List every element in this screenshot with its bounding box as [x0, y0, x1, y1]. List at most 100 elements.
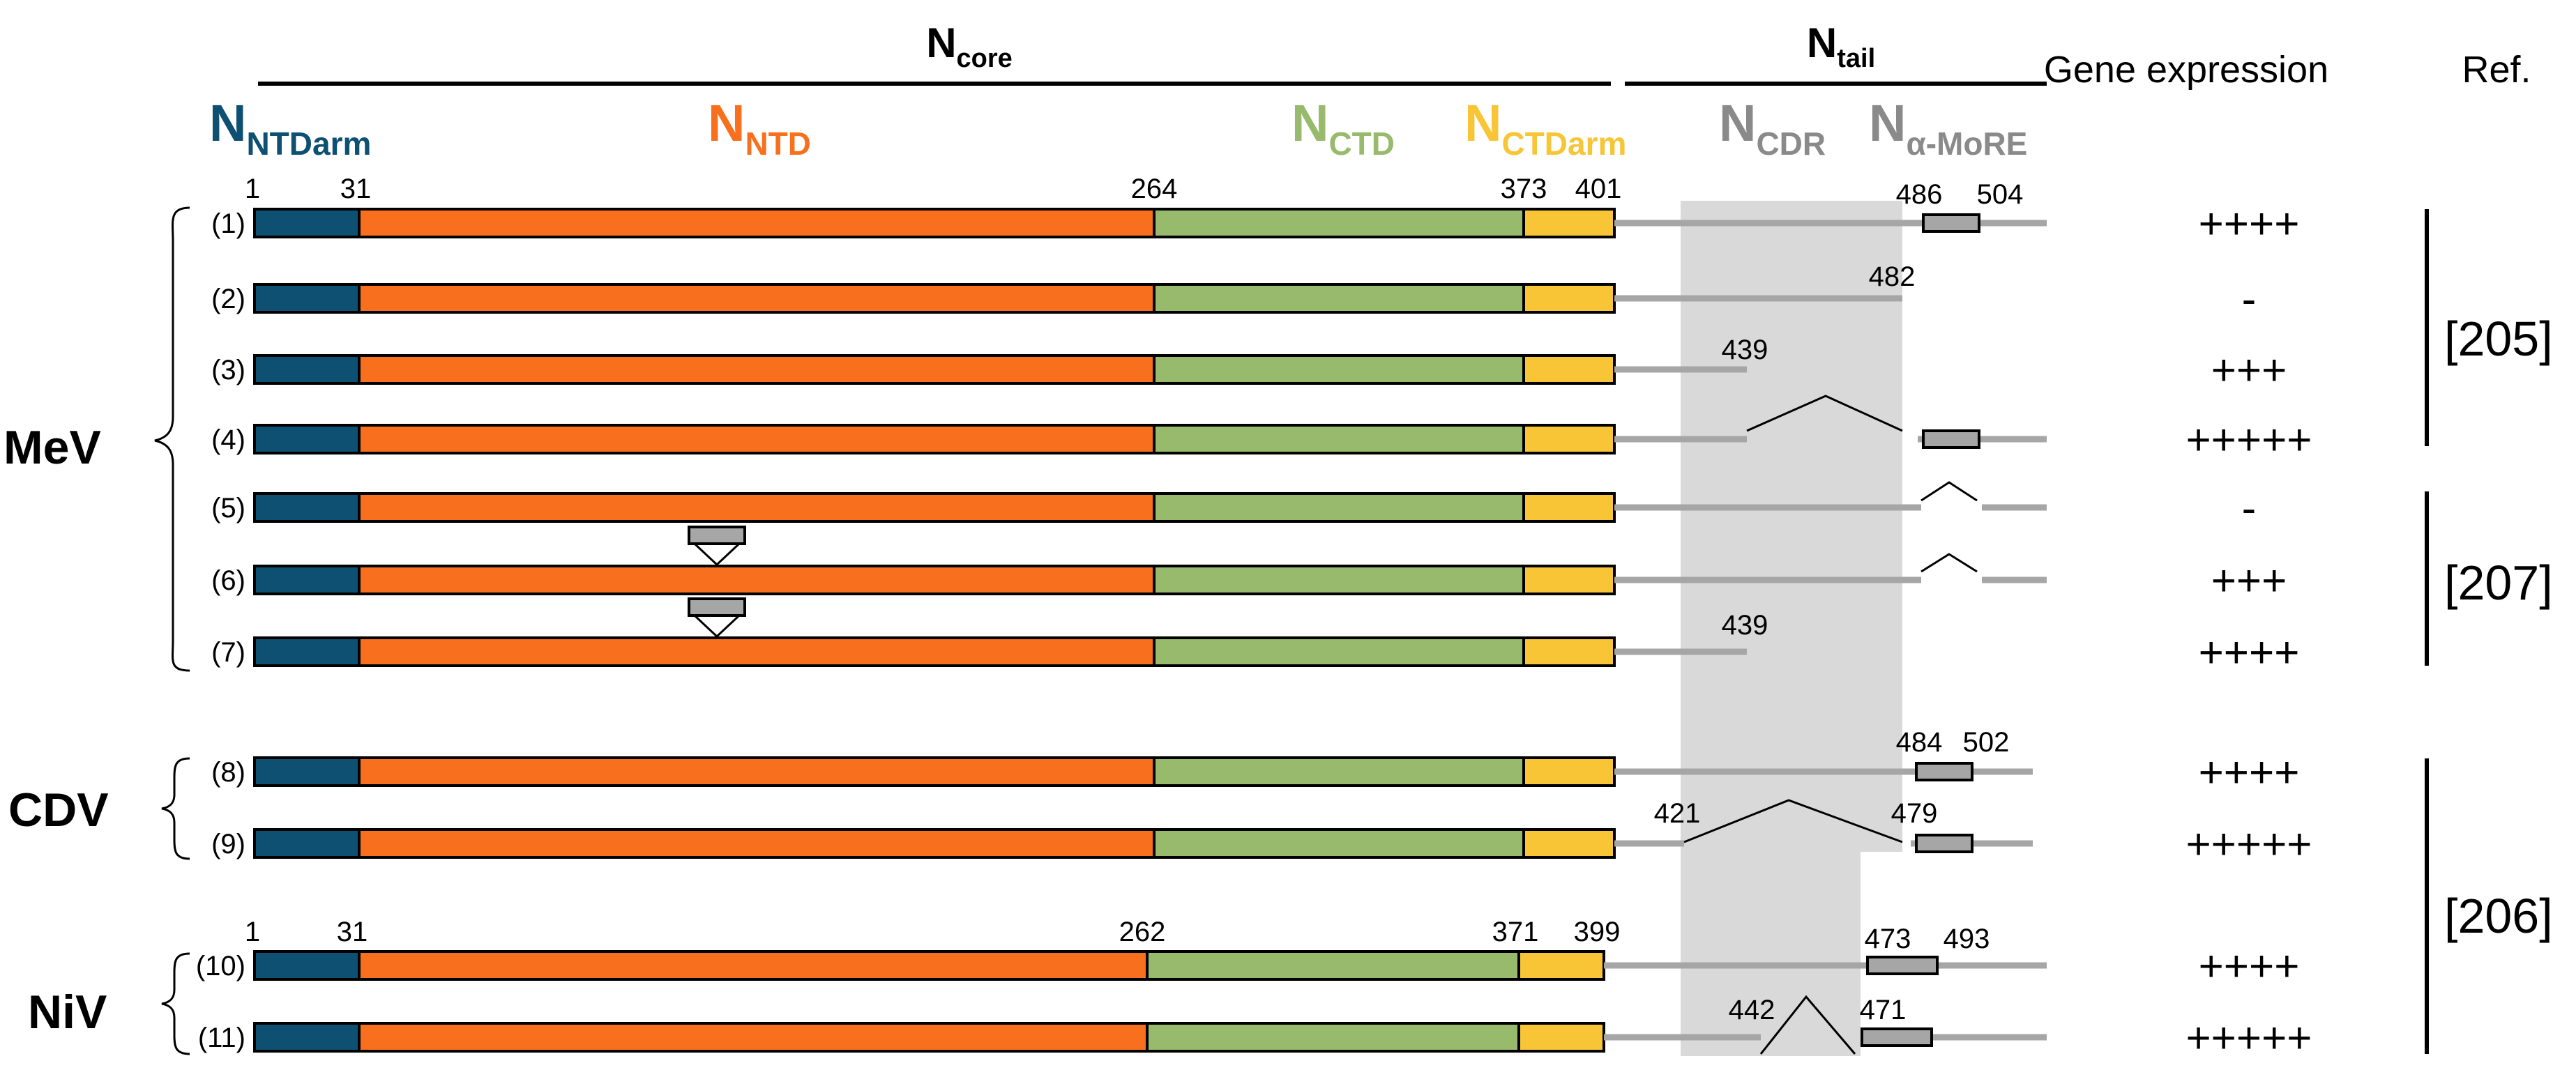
- ctdarm-segment: [1522, 354, 1616, 385]
- expression-level: +++++: [2185, 820, 2312, 869]
- ntdarm-segment: [253, 828, 361, 859]
- ctdarm-segment: [1522, 208, 1616, 238]
- ntd-segment: [358, 492, 1156, 523]
- position-label: 486: [1896, 179, 1943, 210]
- construct-label: (5): [211, 493, 245, 523]
- niv-brace: [161, 952, 190, 1055]
- ntdarm-segment: [253, 950, 361, 981]
- ntd-segment: [358, 756, 1156, 787]
- ntdarm-segment: [253, 756, 361, 787]
- expression-level: +++++: [2185, 1014, 2312, 1062]
- position-label: 399: [1574, 917, 1621, 947]
- ntd-segment: [358, 950, 1149, 981]
- mev-position-numbers: 1 31 264 373 401: [245, 174, 1622, 204]
- expression-level: ++++: [2199, 749, 2300, 797]
- ctdarm-segment: [1522, 424, 1616, 454]
- ntdarm-segment: [253, 565, 361, 595]
- alpha-more-box: [1866, 956, 1939, 975]
- virus-label-cdv: CDV: [8, 784, 109, 836]
- construct-label: (2): [211, 284, 245, 314]
- ntdarm-segment: [253, 208, 361, 238]
- ref-label-207: [207]: [2444, 556, 2553, 610]
- construct-label: (9): [211, 829, 245, 859]
- position-label: 31: [340, 174, 372, 204]
- ntd-segment: [358, 636, 1156, 667]
- position-label: 482: [1869, 261, 1916, 292]
- expression-level: ++++: [2199, 942, 2300, 991]
- ntdarm-segment: [253, 424, 361, 454]
- construct-label: (11): [198, 1023, 245, 1053]
- ctd-segment: [1153, 828, 1525, 859]
- ncore-title: Ncore: [926, 20, 1013, 73]
- ntd-segment: [358, 565, 1156, 595]
- mev-brace: [154, 206, 190, 672]
- ref-header: Ref.: [2462, 49, 2531, 91]
- domain-label-ntd: NNTD: [708, 94, 811, 162]
- position-label: 373: [1501, 174, 1547, 204]
- alpha-more-box: [1861, 1027, 1933, 1047]
- cdr-shaded-region: [1681, 201, 1902, 1056]
- position-label: 439: [1722, 335, 1768, 365]
- construct-rows: (1) ++++ (2) - (3) +++ (4) +++++ (5) - (6) +++ (7) ++…: [196, 200, 2312, 1062]
- construct-label: (7): [211, 637, 245, 668]
- position-label: 421: [1654, 798, 1701, 829]
- ctd-segment: [1153, 636, 1525, 667]
- position-label: 504: [1977, 179, 2024, 210]
- position-label: 484: [1896, 727, 1943, 758]
- ctd-segment: [1146, 950, 1520, 981]
- position-label: 473: [1865, 924, 1911, 954]
- expression-level: -: [2242, 275, 2257, 323]
- expression-level: +++: [2211, 346, 2287, 395]
- deletion-line: [1920, 553, 1978, 573]
- insertion-box: [688, 526, 746, 545]
- ntd-segment: [358, 424, 1156, 454]
- niv-position-numbers: 1 31 262 371 399: [245, 917, 1621, 947]
- expression-level: -: [2242, 484, 2257, 533]
- alpha-more-box: [1915, 834, 1973, 853]
- ctd-segment: [1153, 565, 1525, 595]
- expression-level: +++++: [2185, 416, 2312, 464]
- position-label: 262: [1119, 917, 1166, 947]
- ctdarm-segment: [1522, 283, 1616, 314]
- position-label: 371: [1492, 917, 1539, 947]
- expression-level: ++++: [2199, 200, 2300, 248]
- ntd-segment: [358, 1022, 1149, 1053]
- gene-expression-header: Gene expression: [2044, 49, 2328, 91]
- alpha-more-box: [1915, 762, 1973, 781]
- deletion-line: [1683, 799, 1903, 843]
- domain-label-ctd: NCTD: [1291, 94, 1395, 162]
- expression-level: ++++: [2199, 629, 2300, 677]
- virus-label-mev: MeV: [3, 421, 101, 474]
- insertion-pointer: [693, 542, 741, 567]
- position-label: 1: [245, 917, 260, 947]
- position-label: 1: [245, 174, 260, 204]
- construct-label: (8): [211, 757, 245, 788]
- construct-label: (4): [211, 425, 245, 455]
- ctdarm-segment: [1522, 828, 1616, 859]
- cdv-brace: [161, 757, 190, 860]
- ntd-segment: [358, 208, 1156, 238]
- ntdarm-segment: [253, 1022, 361, 1053]
- ntail-title: Ntail: [1807, 20, 1875, 73]
- expression-level: +++: [2211, 557, 2287, 605]
- ctdarm-segment: [1517, 1022, 1605, 1053]
- ntd-segment: [358, 283, 1156, 314]
- construct-label: (6): [211, 565, 245, 596]
- domain-label-more: Nα-MoRE: [1869, 94, 2027, 162]
- position-label: 471: [1860, 995, 1907, 1025]
- deletion-line: [1746, 395, 1903, 432]
- position-label: 439: [1722, 610, 1768, 641]
- ntd-segment: [358, 354, 1156, 385]
- construct-label: (10): [196, 951, 245, 981]
- construct-label: (1): [211, 208, 245, 239]
- ref-label-205: [205]: [2444, 312, 2553, 366]
- alpha-more-box: [1922, 213, 1980, 233]
- ctdarm-segment: [1522, 565, 1616, 595]
- ctdarm-segment: [1522, 492, 1616, 523]
- ctdarm-segment: [1522, 756, 1616, 787]
- insertion-pointer: [693, 614, 741, 639]
- domain-label-ctdarm: NCTDarm: [1464, 94, 1626, 162]
- insertion-box: [688, 597, 746, 617]
- ntd-segment: [358, 828, 1156, 859]
